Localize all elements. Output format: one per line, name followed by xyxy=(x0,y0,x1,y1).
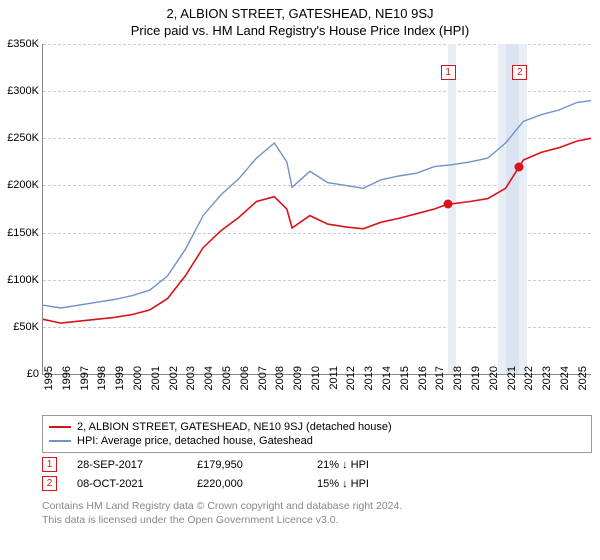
x-axis-label: 2009 xyxy=(292,366,304,396)
sale-row: 2 08-OCT-2021£220,00015% ↓ HPI xyxy=(42,476,592,491)
chart-legend: 2, ALBION STREET, GATESHEAD, NE10 9SJ (d… xyxy=(42,415,592,453)
x-axis-label: 2016 xyxy=(417,366,429,396)
x-axis-label: 2013 xyxy=(363,366,375,396)
footer-line-1: Contains HM Land Registry data © Crown c… xyxy=(42,499,592,513)
x-axis-label: 2002 xyxy=(168,366,180,396)
y-axis-label: £50K xyxy=(1,321,39,333)
x-axis-label: 2006 xyxy=(239,366,251,396)
legend-swatch-property xyxy=(49,426,71,428)
x-axis-label: 2011 xyxy=(328,366,340,396)
y-axis-label: £300K xyxy=(1,85,39,97)
x-axis-label: 2005 xyxy=(221,366,233,396)
x-axis-label: 2007 xyxy=(257,366,269,396)
attribution-footer: Contains HM Land Registry data © Crown c… xyxy=(42,499,592,527)
x-axis-label: 2000 xyxy=(132,366,144,396)
sale-num-box: 1 xyxy=(42,457,57,472)
sale-num-box: 2 xyxy=(42,476,57,491)
x-axis-label: 2022 xyxy=(523,366,535,396)
legend-label-property: 2, ALBION STREET, GATESHEAD, NE10 9SJ (d… xyxy=(77,421,392,433)
legend-row-hpi: HPI: Average price, detached house, Gate… xyxy=(49,434,585,448)
chart-lines xyxy=(43,44,591,374)
y-axis-label: £250K xyxy=(1,132,39,144)
sale-row: 1 28-SEP-2017£179,95021% ↓ HPI xyxy=(42,457,592,472)
y-axis-label: £350K xyxy=(1,38,39,50)
y-axis-label: £150K xyxy=(1,227,39,239)
series-line-hpi xyxy=(43,101,591,308)
legend-swatch-hpi xyxy=(49,440,71,442)
x-axis-label: 2003 xyxy=(185,366,197,396)
series-line-property xyxy=(43,138,591,323)
sale-price: £220,000 xyxy=(197,478,317,490)
sale-date: 28-SEP-2017 xyxy=(77,459,197,471)
x-axis-label: 2021 xyxy=(506,366,518,396)
x-axis-label: 1995 xyxy=(43,366,55,396)
footer-line-2: This data is licensed under the Open Gov… xyxy=(42,513,592,527)
legend-row-property: 2, ALBION STREET, GATESHEAD, NE10 9SJ (d… xyxy=(49,420,585,434)
x-axis-label: 2008 xyxy=(274,366,286,396)
y-axis-label: £100K xyxy=(1,274,39,286)
sale-delta: 15% ↓ HPI xyxy=(317,478,437,490)
x-axis-label: 2017 xyxy=(434,366,446,396)
x-axis-label: 2018 xyxy=(452,366,464,396)
chart-title-address: 2, ALBION STREET, GATESHEAD, NE10 9SJ xyxy=(0,0,600,21)
x-axis-label: 2004 xyxy=(203,366,215,396)
sale-marker-dot xyxy=(515,162,524,171)
x-axis-label: 2012 xyxy=(345,366,357,396)
chart-title-subtitle: Price paid vs. HM Land Registry's House … xyxy=(0,21,600,44)
sale-date: 08-OCT-2021 xyxy=(77,478,197,490)
sale-marker-box: 2 xyxy=(512,65,527,80)
legend-label-hpi: HPI: Average price, detached house, Gate… xyxy=(77,435,313,447)
x-axis-label: 2023 xyxy=(541,366,553,396)
x-axis-label: 1998 xyxy=(96,366,108,396)
x-axis-label: 2014 xyxy=(381,366,393,396)
x-axis-label: 2024 xyxy=(559,366,571,396)
x-axis-label: 2010 xyxy=(310,366,322,396)
x-axis-label: 2025 xyxy=(577,366,589,396)
x-axis-label: 2015 xyxy=(399,366,411,396)
sales-list: 1 28-SEP-2017£179,95021% ↓ HPI 2 08-OCT-202… xyxy=(0,457,600,491)
x-axis-label: 1996 xyxy=(61,366,73,396)
sale-price: £179,950 xyxy=(197,459,317,471)
x-axis-label: 1997 xyxy=(79,366,91,396)
y-axis-label: £0 xyxy=(1,368,39,380)
price-chart: £0£50K£100K£150K£200K£250K£300K£350K1995… xyxy=(42,44,591,375)
x-axis-label: 1999 xyxy=(114,366,126,396)
x-axis-label: 2019 xyxy=(470,366,482,396)
sale-marker-box: 1 xyxy=(441,65,456,80)
y-axis-label: £200K xyxy=(1,179,39,191)
sale-delta: 21% ↓ HPI xyxy=(317,459,437,471)
x-axis-label: 2020 xyxy=(488,366,500,396)
x-axis-label: 2001 xyxy=(150,366,162,396)
sale-marker-dot xyxy=(443,200,452,209)
